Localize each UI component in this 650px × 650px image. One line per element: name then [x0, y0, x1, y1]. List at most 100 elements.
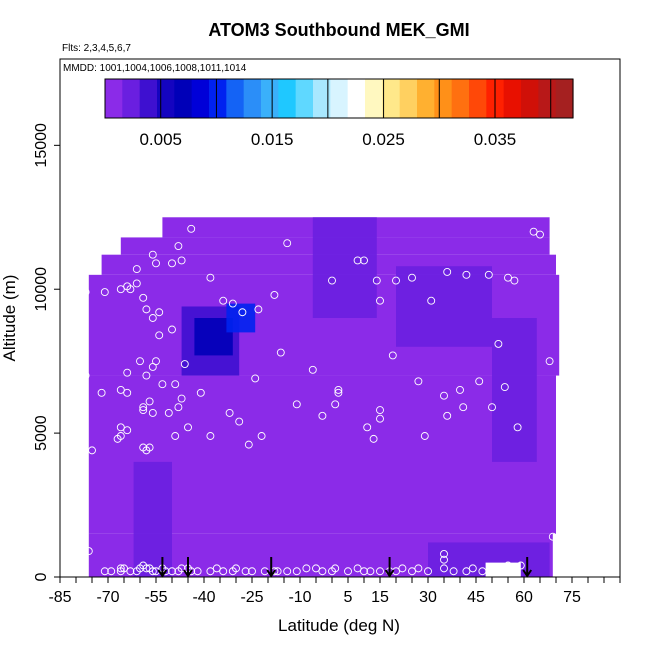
sample-point: [545, 357, 554, 366]
sample-point: [459, 403, 468, 412]
flight-arrow: [384, 557, 395, 578]
field-feature: [226, 303, 256, 333]
colorbar-segment: [122, 79, 141, 118]
sample-point: [193, 567, 202, 576]
sample-point: [440, 555, 448, 564]
sample-point: [177, 394, 186, 403]
colorbar-segment: [209, 79, 227, 118]
sample-point: [235, 417, 244, 426]
plot-frame: [59, 58, 621, 578]
sample-point: [219, 296, 228, 305]
sample-point: [148, 250, 157, 259]
sample-point: [152, 259, 160, 268]
colorbar-segment: [105, 79, 123, 118]
flight-arrow: [266, 557, 277, 578]
sample-point: [116, 385, 125, 394]
sample-point: [155, 331, 164, 340]
sample-point: [270, 291, 279, 299]
sample-point: [116, 432, 125, 440]
colorbar-tick-label: 0.025: [362, 130, 405, 149]
sample-point: [244, 440, 253, 449]
sample-point: [328, 276, 336, 285]
sample-point: [334, 388, 343, 397]
sample-point: [145, 564, 154, 573]
sample-point: [376, 414, 384, 423]
colorbar-segment: [157, 79, 175, 118]
flight-arrow: [183, 557, 193, 578]
sample-point: [180, 360, 189, 368]
colorbar-segment: [261, 79, 279, 118]
sample-point: [548, 532, 557, 541]
sample-point: [158, 380, 167, 389]
x-tick-label: 45: [467, 589, 485, 606]
sample-point: [318, 567, 327, 576]
sample-point: [360, 256, 368, 265]
x-tick-label: -55: [144, 589, 167, 606]
colorbar-frame: [104, 78, 574, 119]
sample-point: [238, 308, 247, 317]
dates-subtitle: MMDD: 1001,1004,1006,1008,1011,1014: [63, 63, 247, 74]
colorbar-segment: [174, 79, 193, 118]
sample-point: [251, 374, 260, 383]
sample-point: [427, 296, 436, 305]
sample-point: [312, 564, 320, 573]
x-tick-label: 75: [563, 589, 581, 606]
flight-arrow: [522, 557, 533, 578]
sample-point: [443, 268, 452, 276]
sample-point: [184, 423, 192, 432]
sample-point: [219, 567, 228, 576]
colorbar-segment: [139, 79, 158, 118]
sample-point: [196, 388, 205, 397]
sample-point: [494, 339, 503, 348]
sample-point: [123, 426, 132, 435]
sample-point: [100, 567, 109, 576]
sample-point: [139, 561, 148, 570]
sample-point: [353, 256, 362, 265]
sample-point: [148, 314, 157, 322]
sample-point: [440, 564, 448, 573]
y-tick-label: 15000: [33, 123, 50, 168]
field-feature: [492, 318, 537, 462]
colorbar-segment: [451, 79, 470, 118]
colorbar-segment: [538, 79, 557, 118]
flights-subtitle: Flts: 2,3,4,5,6,7: [62, 43, 131, 54]
sample-point: [449, 567, 458, 576]
flight-arrows: [157, 557, 533, 578]
colorbar-tick-labels: 0.005 0.015 0.025 0.035: [139, 130, 516, 149]
chart-title: ATOM3 Southbound MEK_GMI: [208, 20, 469, 40]
x-tick-label: -25: [240, 589, 263, 606]
sample-point: [132, 279, 141, 288]
colorbar-segment: [434, 79, 453, 118]
sample-point: [372, 276, 381, 285]
sample-point: [155, 308, 164, 317]
sample-point: [414, 377, 423, 386]
colorbar-segment: [399, 79, 418, 118]
x-tick-label: -70: [96, 589, 119, 606]
sample-point: [206, 567, 215, 576]
sample-point: [164, 409, 173, 417]
colorbar-segment: [555, 79, 574, 118]
y-tick-label: 0: [33, 572, 50, 581]
field-feature: [396, 266, 492, 347]
sample-point: [353, 564, 362, 573]
sample-point: [177, 256, 186, 265]
colorbar-segment: [313, 79, 331, 118]
y-tick-label: 10000: [33, 267, 50, 312]
sample-point: [97, 388, 106, 397]
sample-point: [504, 273, 512, 282]
sample-point: [206, 432, 215, 440]
sample-point: [500, 383, 509, 392]
x-tick-label: 30: [419, 589, 437, 606]
sample-point: [283, 239, 292, 248]
sample-point: [276, 348, 285, 357]
x-tick-label: -85: [48, 589, 71, 606]
sample-point: [334, 385, 343, 394]
sample-point: [241, 567, 250, 576]
colorbar: [104, 78, 574, 119]
colorbar-segment: [191, 79, 210, 118]
sample-point: [148, 362, 157, 371]
sample-point: [126, 567, 135, 576]
sample-point: [440, 550, 448, 558]
sample-point: [212, 564, 221, 573]
